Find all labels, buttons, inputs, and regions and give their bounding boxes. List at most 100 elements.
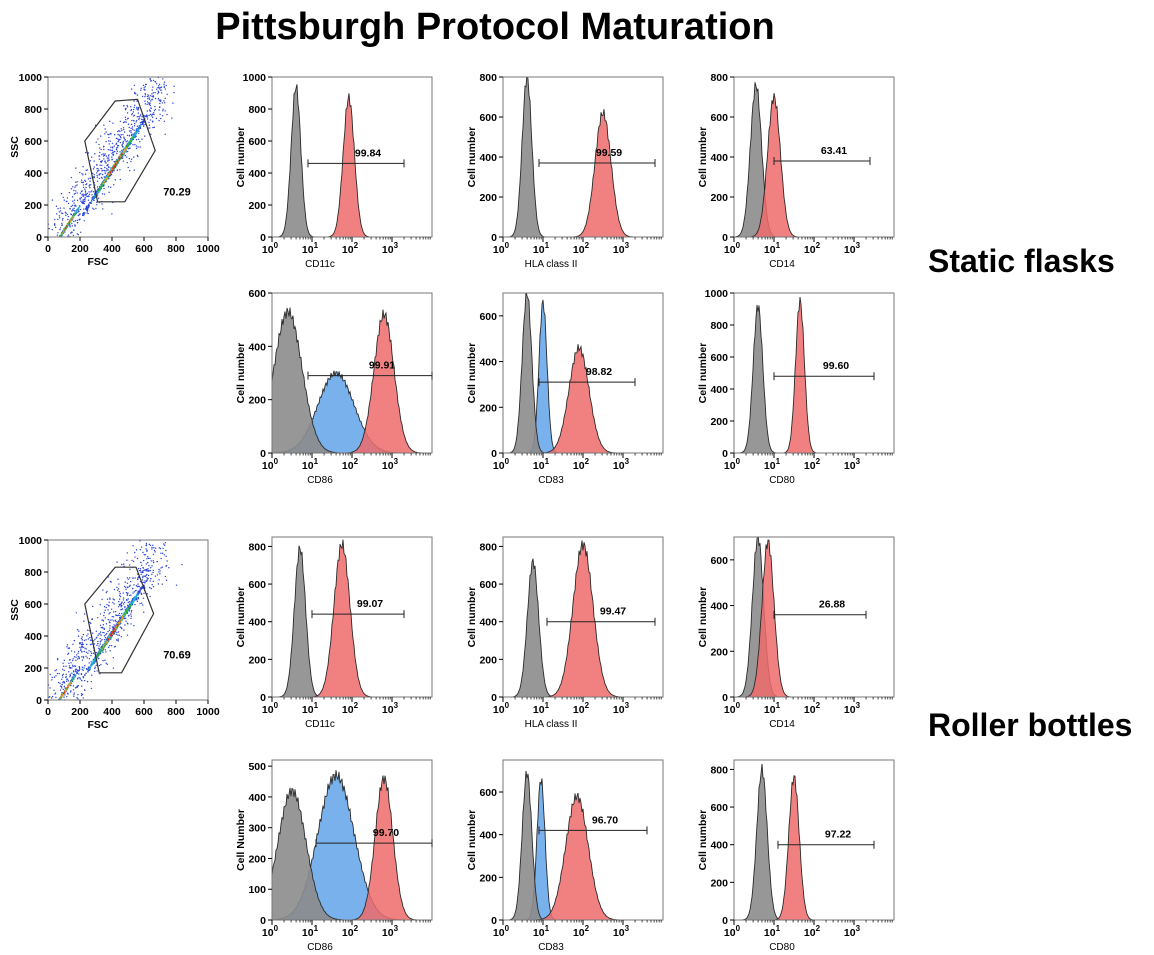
event-dot [166, 93, 168, 95]
y-tick-label: 200 [24, 200, 42, 212]
event-dot [116, 146, 119, 148]
y-tick-label: 0 [260, 448, 266, 460]
event-dot [89, 621, 91, 624]
event-dot [67, 218, 69, 221]
event-dot [129, 580, 132, 583]
event-dot [73, 189, 75, 192]
event-dot [76, 199, 79, 202]
x-tick-label: 102 [804, 241, 821, 256]
histogram-panel-6: 99.60 100 101 102 103 0 200 400 600 800 1000 CD80 Ce… [697, 288, 895, 486]
event-dot [74, 220, 77, 222]
event-dot [107, 140, 110, 142]
event-dot [88, 667, 91, 669]
event-dot [147, 577, 149, 580]
event-dot [145, 574, 147, 577]
event-dot [152, 585, 155, 588]
event-dot [74, 686, 77, 689]
event-dot [54, 218, 56, 221]
event-dot [139, 540, 141, 542]
event-dot [92, 168, 95, 170]
event-dot [127, 166, 129, 169]
x-tick-label: 103 [613, 924, 630, 939]
marker-label: CD83 [538, 475, 564, 486]
event-dot [86, 210, 89, 212]
event-dot [82, 174, 84, 176]
scatter-panel-7: 70.69 0 200 400 600 800 1000 0 200 400 600 800 1000 F… [9, 535, 220, 731]
event-dot [54, 706, 56, 708]
x-tick-label: 102 [573, 701, 590, 716]
event-dot [53, 244, 55, 246]
event-dot [137, 567, 140, 570]
x-tick-label: 101 [533, 924, 550, 939]
event-dot [58, 215, 61, 217]
y-tick-label: 200 [248, 853, 266, 865]
y-tick-label: 0 [722, 915, 728, 927]
event-dot [118, 583, 120, 585]
event-dot [163, 83, 165, 85]
event-dot [58, 217, 61, 219]
event-dot [149, 586, 151, 589]
event-dot [131, 601, 133, 603]
event-dot [87, 204, 90, 207]
event-dot [51, 228, 53, 231]
event-dot [123, 131, 126, 133]
event-dot [71, 672, 73, 674]
event-dot [128, 594, 131, 597]
event-dot [55, 242, 57, 244]
x-tick-label: 101 [533, 241, 550, 256]
event-dot [126, 577, 129, 579]
event-dot [93, 166, 96, 168]
event-dot [67, 701, 68, 702]
event-dot [144, 95, 146, 98]
event-dot [114, 645, 117, 648]
event-dot [68, 659, 71, 661]
event-dot [54, 226, 57, 229]
y-tick-label: 1000 [19, 72, 43, 84]
event-dot [107, 169, 109, 171]
event-dot [89, 160, 92, 162]
event-dot [144, 89, 146, 91]
x-tick-label: 800 [167, 243, 185, 255]
y-tick-label: 600 [710, 555, 728, 567]
event-dot [154, 97, 157, 100]
event-dot [133, 156, 135, 158]
event-dot [62, 217, 64, 220]
event-dot [61, 674, 64, 676]
event-dot [94, 196, 96, 199]
event-dot [145, 115, 148, 118]
event-dot [122, 597, 125, 599]
event-dot [44, 216, 45, 217]
event-dot [115, 639, 118, 641]
event-dot [158, 106, 161, 108]
event-dot [142, 567, 145, 569]
histogram-panel-9: 99.47 100 101 102 103 0 200 400 600 800 HLA class … [466, 536, 664, 730]
event-dot [59, 682, 61, 684]
event-dot [73, 213, 76, 216]
event-dot [163, 554, 166, 556]
event-dot [92, 207, 94, 209]
event-dot [150, 587, 153, 590]
event-dot [135, 145, 138, 147]
event-dot [91, 663, 94, 666]
event-dot [83, 220, 85, 222]
event-dot [80, 649, 82, 652]
event-dot [67, 215, 70, 218]
event-dot [61, 219, 64, 221]
event-dot [95, 630, 98, 632]
event-dot [139, 114, 142, 116]
event-dot [55, 705, 57, 707]
event-dot [67, 693, 69, 695]
marker-label: CD14 [769, 259, 795, 270]
event-dot [63, 696, 65, 698]
event-dot [107, 618, 110, 621]
plot-area [502, 292, 664, 454]
event-dot [130, 123, 133, 126]
y-tick-label: 200 [710, 416, 728, 428]
event-dot [57, 218, 59, 221]
x-tick-label: 101 [302, 241, 319, 256]
event-dot [143, 87, 145, 89]
event-dot [131, 138, 133, 140]
event-dot [90, 687, 93, 690]
y-axis-label: Cell number [697, 587, 709, 648]
event-dot [166, 560, 168, 562]
